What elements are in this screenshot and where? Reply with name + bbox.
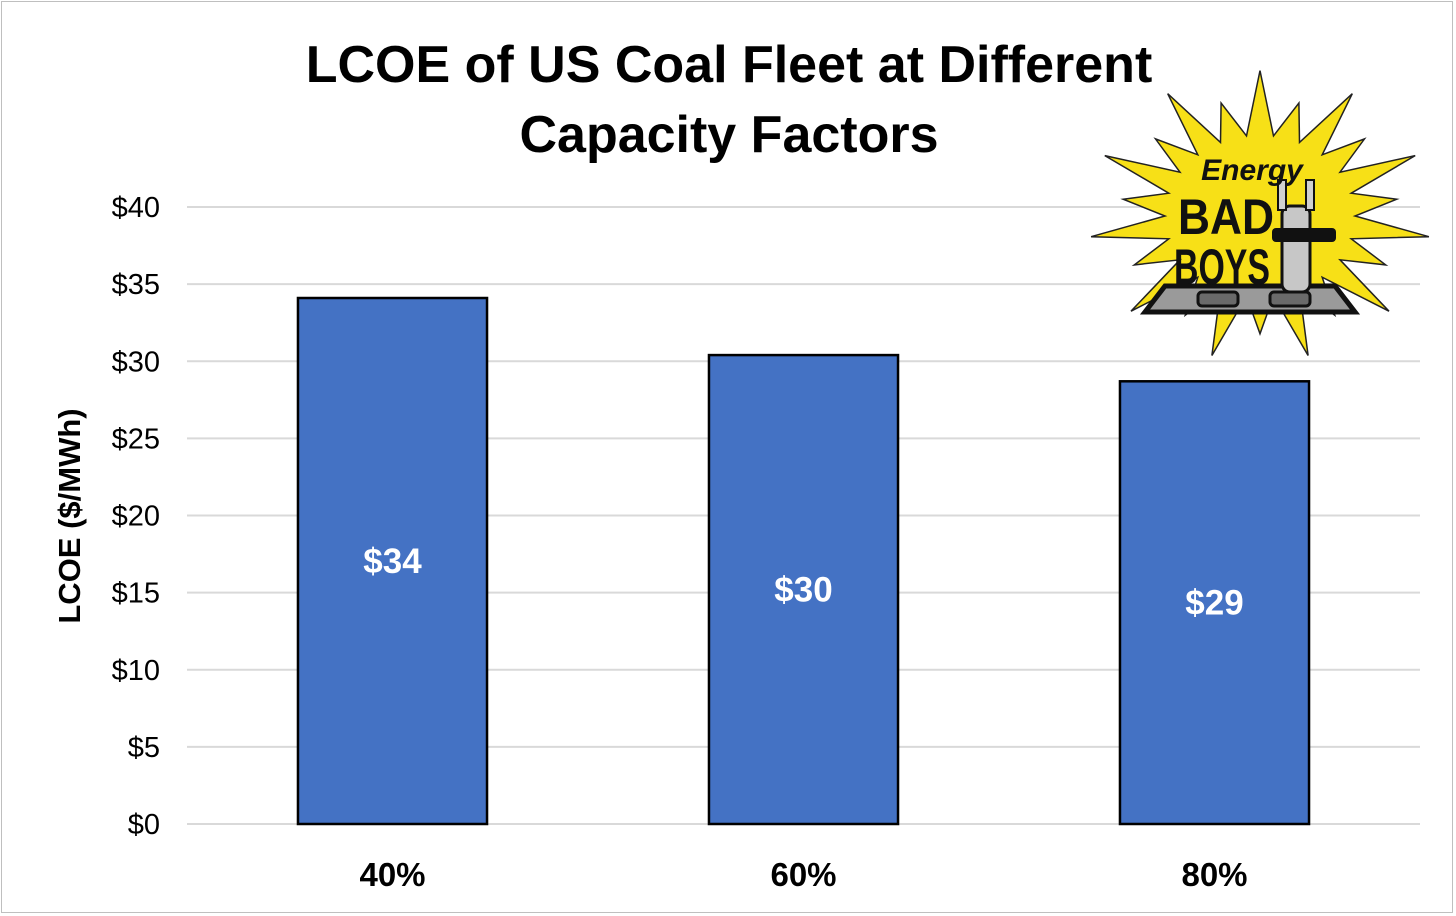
y-tick-label: $15 xyxy=(112,578,160,610)
x-axis-categories: 40% 60% 80% xyxy=(359,856,1247,893)
y-axis-label: LCOE ($/MWh) xyxy=(52,408,87,623)
bar-data-label: $34 xyxy=(363,542,422,581)
x-category-label: 80% xyxy=(1181,856,1247,893)
y-tick-label: $40 xyxy=(112,192,160,224)
bar-40pct xyxy=(296,296,489,826)
energy-bad-boys-logo: Energy BAD BOYS xyxy=(1090,70,1430,356)
chart-title-line-1: LCOE of US Coal Fleet at Different xyxy=(306,36,1153,94)
y-tick-label: $20 xyxy=(112,501,160,533)
y-tick-label: $30 xyxy=(112,346,160,378)
y-tick-label: $35 xyxy=(112,269,160,301)
y-tick-label: $25 xyxy=(112,423,160,455)
chart-title-line-2: Capacity Factors xyxy=(519,106,938,164)
x-category-label: 40% xyxy=(359,856,425,893)
logo-plug-mascot-icon xyxy=(1272,179,1336,294)
data-labels: $34 $30 $29 xyxy=(363,542,1243,623)
y-axis-ticks: $0 $5 $10 $15 $20 $25 $30 $35 $40 xyxy=(112,192,160,841)
x-category-label: 60% xyxy=(770,856,836,893)
y-tick-label: $10 xyxy=(112,655,160,687)
logo-word-bad: BAD xyxy=(1178,189,1274,245)
bar-60pct xyxy=(707,353,900,826)
bars xyxy=(296,296,1311,826)
logo-word-boys: BOYS xyxy=(1174,239,1270,295)
bar-data-label: $29 xyxy=(1185,584,1243,623)
logo-word-energy: Energy xyxy=(1201,154,1304,187)
y-tick-label: $5 xyxy=(128,732,160,764)
bar-data-label: $30 xyxy=(774,571,832,610)
bar-80pct xyxy=(1118,380,1311,826)
y-tick-label: $0 xyxy=(128,809,160,841)
